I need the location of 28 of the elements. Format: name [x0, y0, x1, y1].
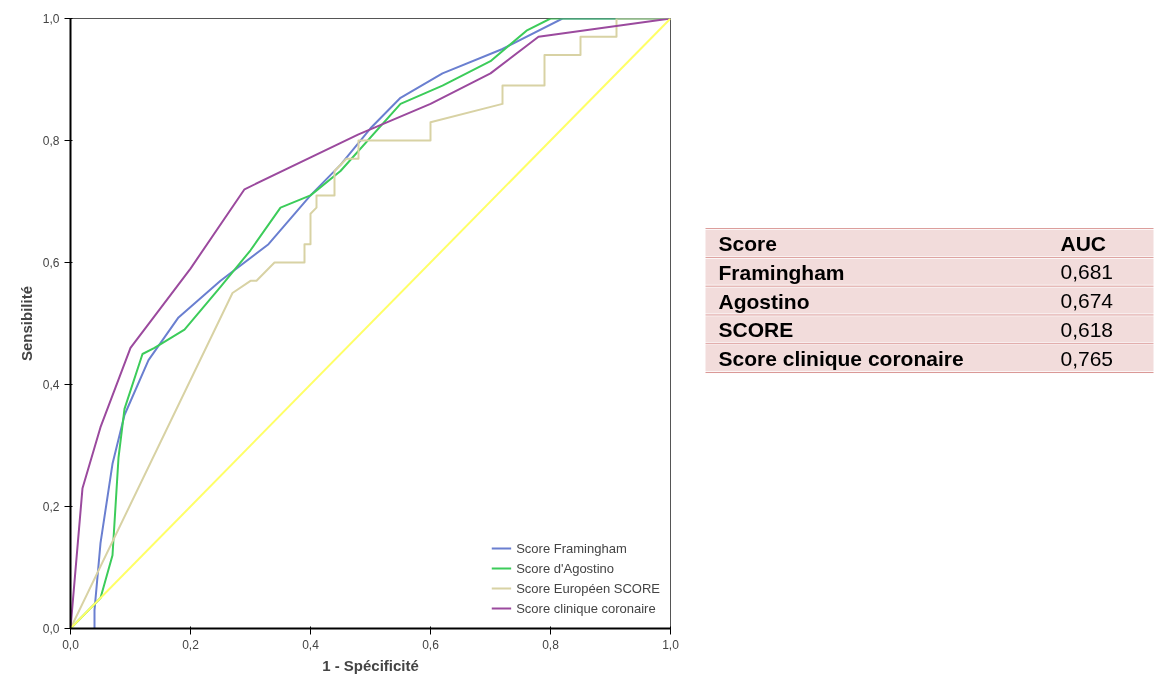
category-label: Agostino [718, 289, 810, 313]
y-tick-label: 0,2 [42, 500, 60, 514]
text: 0,681 [1060, 260, 1114, 284]
x-tick-label: 0,8 [542, 637, 560, 652]
x-tick-label: 0,0 [62, 637, 80, 652]
y-tick-label: 1,0 [42, 12, 60, 26]
x-axis-title: 1 - Spécificité [322, 656, 419, 674]
x-tick-label: 0,2 [182, 637, 200, 652]
legend-label: Score Européen SCORE [516, 580, 660, 596]
x-tick-label: 0,6 [422, 637, 440, 652]
category-label: Score clinique coronaire [718, 347, 964, 371]
legend-label: Score Framingham [516, 540, 627, 556]
text: 0,618 [1060, 317, 1114, 341]
legend-label: Score clinique coronaire [516, 600, 656, 616]
category-label: Framingham [718, 260, 845, 284]
text: Score [718, 231, 777, 255]
y-tick-label: 0,4 [42, 378, 60, 392]
y-tick-label: 0,0 [42, 622, 60, 636]
text: AUC [1060, 231, 1106, 255]
category-label: SCORE [718, 318, 794, 342]
text: 0,674 [1060, 289, 1114, 313]
y-tick-label: 0,6 [42, 256, 60, 270]
legend-label: Score d'Agostino [516, 560, 615, 576]
y-axis-title: Sensibilité [17, 285, 35, 362]
x-tick-label: 0,4 [302, 637, 320, 652]
x-tick-label: 1,0 [662, 637, 680, 652]
text: 0,765 [1060, 346, 1114, 370]
y-tick-label: 0,8 [42, 134, 60, 148]
